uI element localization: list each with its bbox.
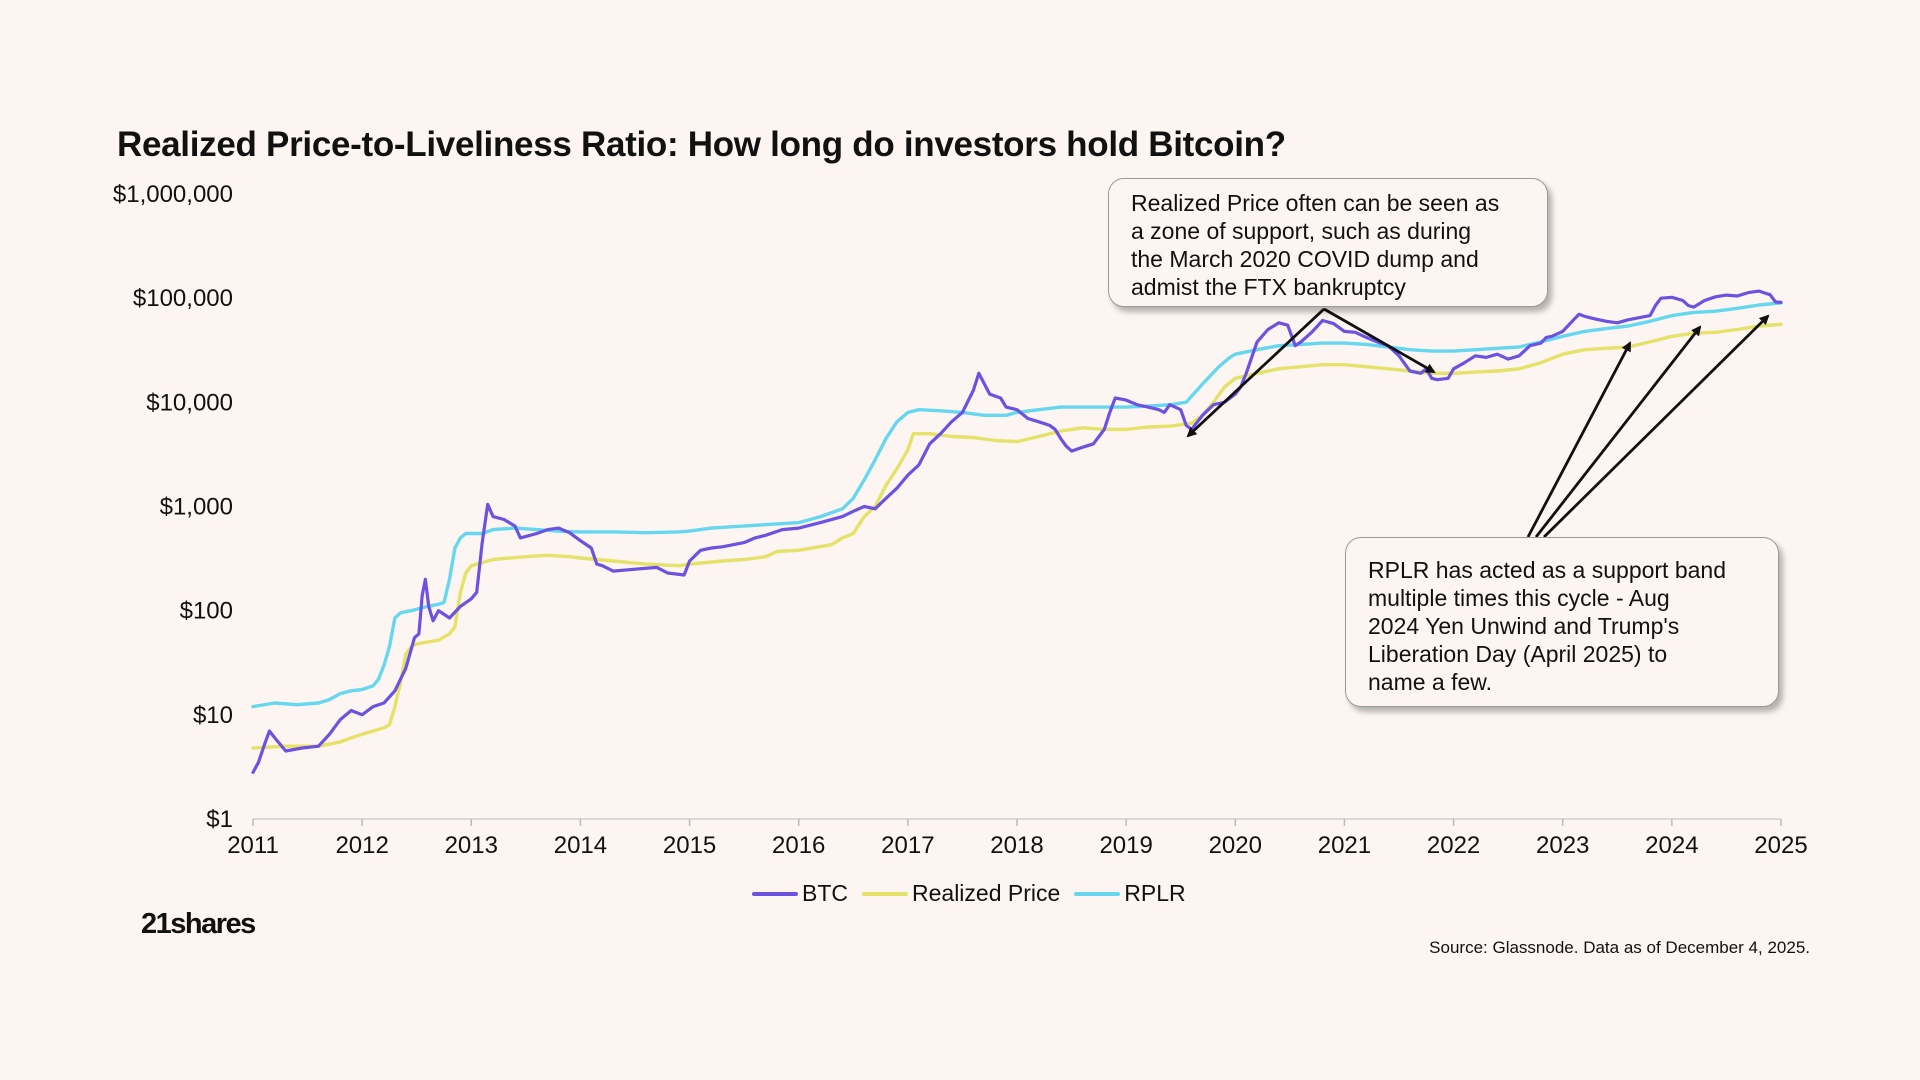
- x-tick-label: 2023: [1536, 832, 1589, 859]
- x-tick-label: 2015: [663, 832, 716, 859]
- callout-line: Realized Price often can be seen as: [1131, 190, 1500, 216]
- source-note: Source: Glassnode. Data as of December 4…: [1429, 938, 1810, 957]
- x-tick-label: 2013: [445, 832, 498, 859]
- callout-line: multiple times this cycle - Aug: [1368, 585, 1670, 611]
- x-tick-label: 2020: [1209, 832, 1262, 859]
- callout-line: the March 2020 COVID dump and: [1131, 246, 1479, 272]
- callout-line: RPLR has acted as a support band: [1368, 557, 1727, 583]
- legend-label-realized-price: Realized Price: [912, 880, 1061, 906]
- legend-item-btc: BTC: [752, 880, 848, 907]
- x-tick-label: 2019: [1099, 832, 1152, 859]
- legend-item-rplr: RPLR: [1074, 880, 1186, 907]
- arrow-rplr-support-1: [1526, 341, 1632, 538]
- chart-legend: BTC Realized Price RPLR: [752, 880, 1200, 907]
- callout-line: Liberation Day (April 2025) to: [1368, 641, 1668, 667]
- y-tick-label: $1,000,000: [113, 181, 233, 208]
- callout-line: a zone of support, such as during: [1131, 218, 1472, 244]
- arrow-covid-support: [1186, 307, 1325, 438]
- arrow-ftx-support: [1323, 307, 1436, 374]
- y-tick-label: $100: [180, 598, 233, 625]
- chart-title: Realized Price-to-Liveliness Ratio: How …: [117, 125, 1286, 164]
- x-tick-label: 2016: [772, 832, 825, 859]
- x-tick-label: 2021: [1318, 832, 1371, 859]
- legend-label-rplr: RPLR: [1124, 880, 1186, 906]
- x-tick-label: 2017: [881, 832, 934, 859]
- series-line-realized-price: [251, 322, 1783, 750]
- legend-swatch-realized-price: [862, 891, 908, 896]
- arrow-rplr-support-2: [1534, 325, 1702, 538]
- x-tick-label: 2024: [1645, 832, 1698, 859]
- x-tick-label: 2011: [227, 832, 279, 859]
- x-tick-label: 2025: [1754, 832, 1807, 859]
- legend-item-realized-price: Realized Price: [862, 880, 1060, 907]
- callout-rplr: RPLR has acted as a support band multipl…: [1345, 537, 1779, 707]
- legend-swatch-btc: [752, 891, 798, 896]
- y-tick-label: $100,000: [133, 285, 233, 312]
- y-tick-label: $10,000: [146, 389, 233, 416]
- callout-line: admist the FTX bankruptcy: [1131, 274, 1406, 300]
- y-tick-label: $1: [206, 806, 233, 833]
- y-tick-label: $1,000: [160, 494, 233, 521]
- callout-realized-price: Realized Price often can be seen as a zo…: [1108, 178, 1548, 307]
- series-line-btc: [251, 289, 1783, 774]
- brand-logo: 21shares: [141, 908, 256, 940]
- x-tick-label: 2014: [554, 832, 607, 859]
- legend-label-btc: BTC: [802, 880, 848, 906]
- series-line-rplr: [251, 301, 1783, 709]
- y-tick-label: $10: [193, 702, 233, 729]
- arrow-rplr-support-3: [1543, 314, 1770, 538]
- legend-swatch-rplr: [1074, 891, 1121, 896]
- x-tick-label: 2012: [335, 832, 388, 859]
- callout-line: 2024 Yen Unwind and Trump's: [1368, 613, 1680, 639]
- callout-line: name a few.: [1368, 669, 1493, 695]
- x-tick-label: 2022: [1427, 832, 1480, 859]
- x-tick-label: 2018: [990, 832, 1043, 859]
